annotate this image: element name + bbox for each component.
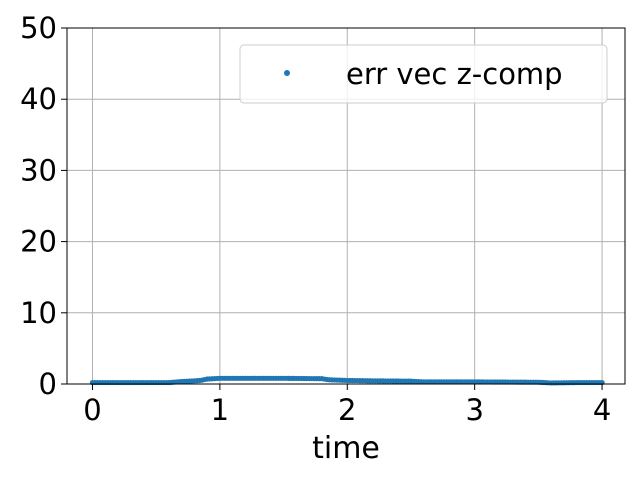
legend-marker xyxy=(284,70,290,76)
x-tick-label: 3 xyxy=(465,393,483,427)
y-tick-label: 30 xyxy=(20,153,57,187)
legend-box xyxy=(239,44,608,104)
x-tick-label: 0 xyxy=(83,393,101,427)
legend-label: err vec z-comp xyxy=(346,57,563,91)
x-tick-label: 2 xyxy=(338,393,356,427)
x-tick-label: 4 xyxy=(593,393,611,427)
x-axis-label: time xyxy=(312,431,380,466)
y-tick-label: 10 xyxy=(20,296,57,330)
y-tick-label: 20 xyxy=(20,225,57,259)
y-tick-label: 50 xyxy=(20,11,57,45)
legend: err vec z-comp xyxy=(239,44,608,104)
x-tick-label: 1 xyxy=(211,393,229,427)
y-tick-label: 0 xyxy=(39,367,57,401)
plot-frame xyxy=(66,27,626,385)
y-tick-label: 40 xyxy=(20,82,57,116)
